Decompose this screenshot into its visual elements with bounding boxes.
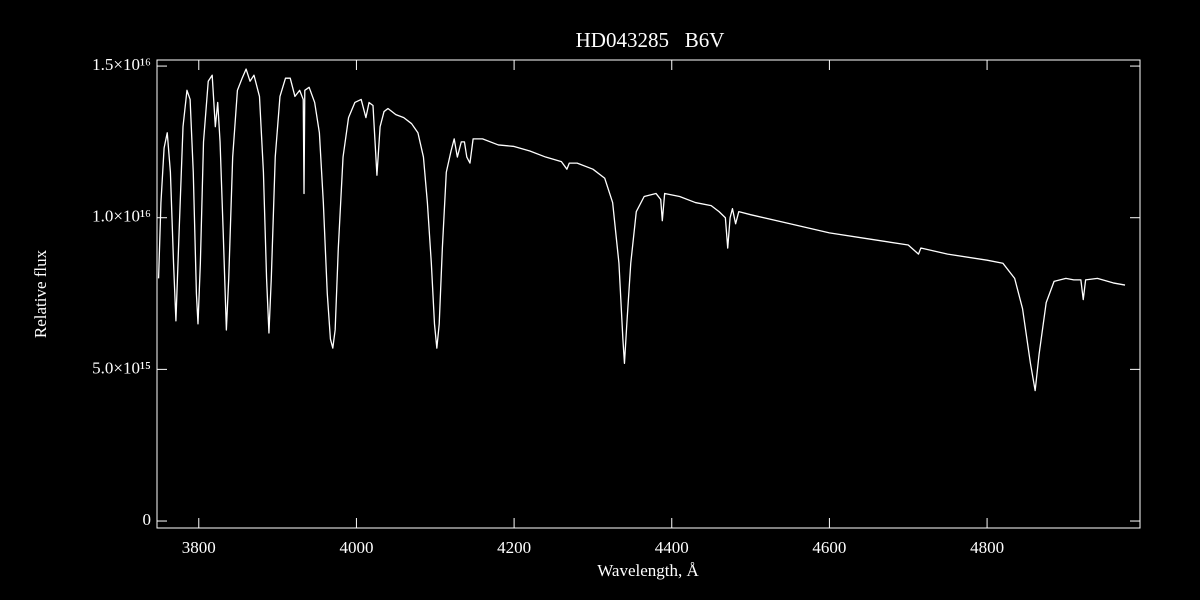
chart-title: HD043285 B6V [576, 28, 725, 52]
x-tick-label: 4400 [655, 538, 689, 557]
y-axis-label: Relative flux [31, 249, 50, 338]
spectrum-line [157, 68, 1126, 392]
y-tick-label: 1.0×10¹⁶ [92, 207, 151, 226]
x-tick-label: 4800 [970, 538, 1004, 557]
x-tick-label: 4200 [497, 538, 531, 557]
x-tick-label: 4000 [339, 538, 373, 557]
y-tick-label: 0 [143, 510, 152, 529]
y-tick-label: 1.5×10¹⁶ [92, 55, 151, 74]
plot-frame [156, 59, 1141, 529]
y-tick-label: 5.0×10¹⁵ [92, 358, 151, 377]
x-tick-label: 4600 [812, 538, 846, 557]
x-tick-label: 3800 [182, 538, 216, 557]
x-axis-label: Wavelength, Å [597, 561, 699, 580]
